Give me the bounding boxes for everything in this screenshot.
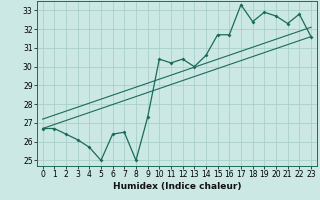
- X-axis label: Humidex (Indice chaleur): Humidex (Indice chaleur): [113, 182, 241, 191]
